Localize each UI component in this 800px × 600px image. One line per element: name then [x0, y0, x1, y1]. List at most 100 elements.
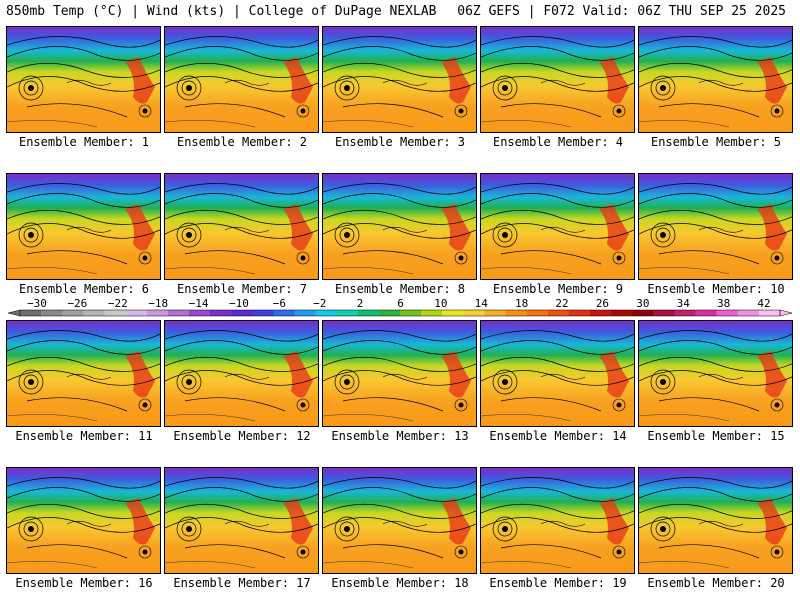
colorbar-swatch: [632, 310, 654, 316]
colorbar-swatch: [526, 310, 549, 316]
ensemble-member-label: Ensemble Member: 19: [479, 576, 637, 590]
colorbar-swatch: [463, 310, 485, 316]
member-number: 1: [141, 135, 150, 149]
ensemble-member-label: Ensemble Member: 12: [163, 429, 321, 443]
ensemble-member-map: [6, 173, 161, 280]
ensemble-member-label: Ensemble Member: 7: [163, 282, 321, 296]
ensemble-member-label: Ensemble Member: 20: [637, 576, 795, 590]
label-prefix: Ensemble Member:: [176, 282, 300, 296]
ensemble-member-map: [164, 26, 319, 133]
ensemble-member-label: Ensemble Member: 10: [637, 282, 795, 296]
label-prefix: Ensemble Member:: [173, 576, 297, 590]
colorbar-tick-label: −2: [313, 297, 326, 310]
label-prefix: Ensemble Member:: [647, 282, 771, 296]
colorbar-swatch: [315, 310, 337, 316]
ensemble-member-map: [480, 467, 635, 574]
ensemble-member-map: [164, 320, 319, 427]
label-prefix: Ensemble Member:: [173, 429, 297, 443]
member-number: 20: [770, 576, 785, 590]
colorbar-swatch: [590, 310, 612, 316]
ensemble-member-map: [6, 320, 161, 427]
label-prefix: Ensemble Member:: [489, 576, 613, 590]
ensemble-member-map: [322, 320, 477, 427]
colorbar-swatch: [716, 310, 739, 316]
colorbar-swatch: [695, 310, 717, 316]
label-prefix: Ensemble Member:: [492, 282, 616, 296]
colorbar-swatch: [252, 310, 274, 316]
member-number: 2: [299, 135, 308, 149]
ensemble-member-map: [6, 467, 161, 574]
member-number: 8: [457, 282, 466, 296]
ensemble-member-label: Ensemble Member: 8: [321, 282, 479, 296]
colorbar-swatch: [273, 310, 295, 316]
label-prefix: Ensemble Member:: [176, 135, 300, 149]
label-prefix: Ensemble Member:: [15, 429, 139, 443]
colorbar-tick-label: 30: [636, 297, 649, 310]
colorbar-tick-label: 22: [555, 297, 568, 310]
ensemble-member-label: Ensemble Member: 9: [479, 282, 637, 296]
label-prefix: Ensemble Member:: [334, 282, 458, 296]
colorbar-tick-label: −22: [108, 297, 128, 310]
colorbar-swatch: [231, 310, 253, 316]
label-prefix: Ensemble Member:: [18, 282, 142, 296]
colorbar-swatch: [210, 310, 232, 316]
colorbar-swatch: [167, 310, 190, 316]
label-prefix: Ensemble Member:: [331, 429, 455, 443]
label-prefix: Ensemble Member:: [647, 429, 771, 443]
colorbar-tick-label: 14: [475, 297, 489, 310]
member-number: 18: [454, 576, 469, 590]
member-number: 7: [299, 282, 308, 296]
ensemble-member-label: Ensemble Member: 16: [5, 576, 163, 590]
colorbar-tick-label: −18: [148, 297, 168, 310]
colorbar-tick-label: 10: [434, 297, 447, 310]
header-title: 850mb Temp (°C) | Wind (kts) | College o…: [6, 4, 437, 19]
ensemble-member-map: [322, 26, 477, 133]
ensemble-member-map: [638, 173, 793, 280]
colorbar-swatch: [294, 310, 316, 316]
colorbar-tick-label: 42: [757, 297, 770, 310]
member-number: 19: [612, 576, 627, 590]
ensemble-member-label: Ensemble Member: 2: [163, 135, 321, 149]
colorbar-swatch: [357, 310, 380, 316]
label-prefix: Ensemble Member:: [334, 135, 458, 149]
ensemble-member-label: Ensemble Member: 5: [637, 135, 795, 149]
colorbar-tick-label: −6: [273, 297, 286, 310]
colorbar-swatch: [336, 310, 359, 316]
colorbar-tick-label: 2: [357, 297, 364, 310]
colorbar-swatch: [505, 310, 527, 316]
colorbar-swatch: [737, 310, 760, 316]
ensemble-member-map: [164, 173, 319, 280]
colorbar-swatch: [125, 310, 147, 316]
member-number: 6: [141, 282, 150, 296]
colorbar-swatch: [442, 310, 464, 316]
ensemble-member-map: [480, 26, 635, 133]
ensemble-member-map: [164, 467, 319, 574]
label-prefix: Ensemble Member:: [647, 576, 771, 590]
colorbar-swatch: [484, 310, 506, 316]
colorbar-tick-label: 18: [515, 297, 528, 310]
colorbar-swatch: [568, 310, 591, 316]
label-prefix: Ensemble Member:: [18, 135, 142, 149]
label-prefix: Ensemble Member:: [15, 576, 139, 590]
colorbar-tick-label: −30: [27, 297, 47, 310]
member-number: 9: [615, 282, 624, 296]
member-number: 4: [615, 135, 624, 149]
ensemble-member-map: [480, 173, 635, 280]
label-prefix: Ensemble Member:: [331, 576, 455, 590]
member-number: 11: [138, 429, 153, 443]
colorbar-arrow-right: [779, 309, 793, 317]
label-prefix: Ensemble Member:: [489, 429, 613, 443]
member-number: 13: [454, 429, 469, 443]
colorbar-swatch: [104, 310, 126, 316]
member-number: 5: [773, 135, 782, 149]
ensemble-member-map: [638, 26, 793, 133]
colorbar-tick-label: −10: [229, 297, 249, 310]
ensemble-member-label: Ensemble Member: 3: [321, 135, 479, 149]
temperature-colorbar: −30 −26 −22 −18 −14 −10 −6 −2 2 6 10 14 18 22 26 30 34 38…: [7, 297, 793, 317]
member-number: 14: [612, 429, 627, 443]
colorbar-tick-label: 6: [397, 297, 404, 310]
colorbar-swatch: [758, 310, 781, 316]
ensemble-member-label: Ensemble Member: 6: [5, 282, 163, 296]
colorbar-tick-label: 38: [717, 297, 730, 310]
ensemble-member-label: Ensemble Member: 4: [479, 135, 637, 149]
